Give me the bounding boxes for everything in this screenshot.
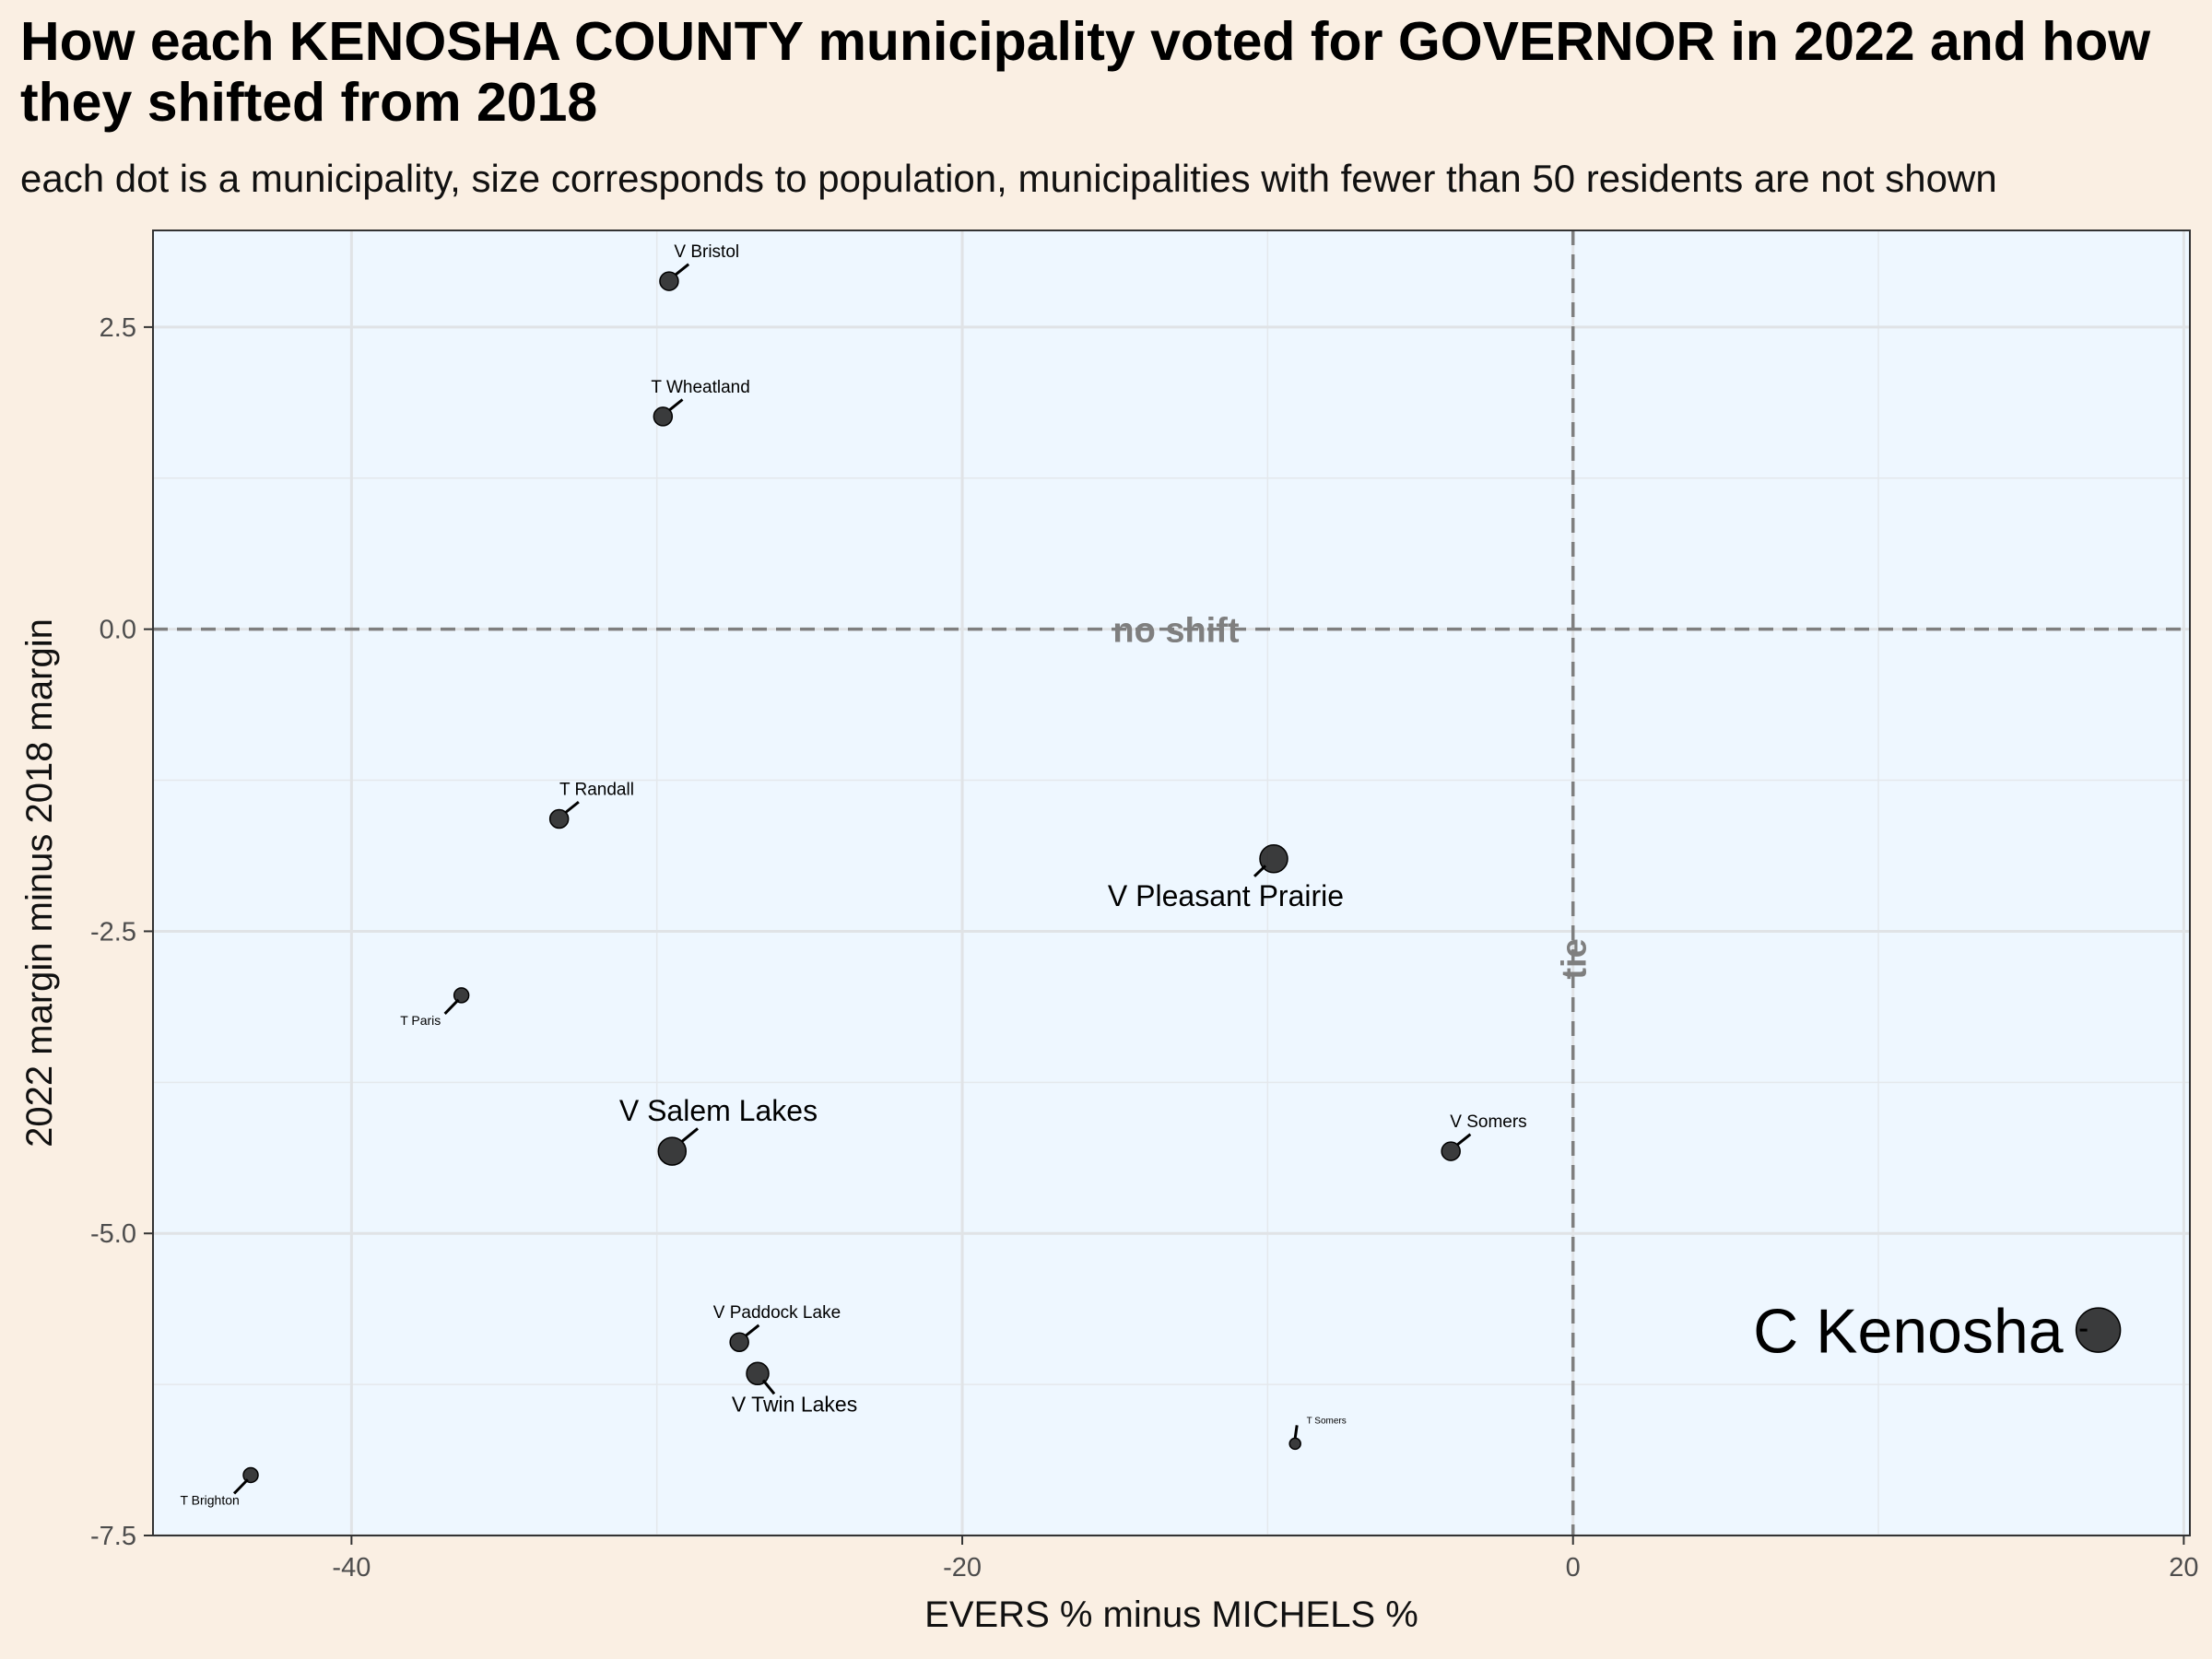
plot-border — [152, 229, 2191, 1536]
tie-label: tie — [1556, 938, 1594, 979]
point-label: V Somers — [1450, 1112, 1526, 1132]
y-tick-label: 2.5 — [100, 313, 136, 343]
x-tick-label: 20 — [2169, 1553, 2198, 1583]
point-label-leader — [443, 998, 460, 1015]
y-tick-label: -2.5 — [90, 917, 136, 947]
point-marker — [746, 1361, 770, 1386]
point-marker — [659, 271, 679, 291]
point-label: V Paddock Lake — [713, 1303, 841, 1323]
point-marker — [242, 1466, 259, 1484]
point-label: C Kenosha — [1753, 1297, 2064, 1367]
point-label-leader — [232, 1478, 249, 1495]
point-label-leader — [668, 398, 684, 412]
point-label-leader — [564, 800, 580, 814]
point-marker — [653, 406, 674, 427]
point-marker — [548, 808, 570, 830]
point-label-leader — [1293, 1425, 1299, 1439]
chart-subtitle: each dot is a municipality, size corresp… — [20, 157, 1997, 200]
point-label-leader — [1456, 1133, 1472, 1147]
data-points: V Bristol T Wheatland T Randall T Paris V Sa… — [180, 242, 2122, 1507]
point-label-leader — [680, 1127, 700, 1143]
point-label-leader — [761, 1379, 776, 1395]
axes: -40 -20 0 20 2.5 0.0 -2.5 -5.0 -7.5 — [90, 313, 2198, 1583]
point-marker — [1441, 1141, 1461, 1161]
point-label: T Paris — [400, 1013, 441, 1028]
point-marker — [2075, 1307, 2122, 1353]
x-tick-label: -40 — [332, 1553, 371, 1583]
point-marker — [1259, 844, 1288, 874]
point-label: T Randall — [559, 781, 634, 800]
point-label: V Bristol — [674, 242, 739, 262]
point-label: V Pleasant Prairie — [1108, 879, 1344, 912]
reference-lines: no shift tie — [153, 230, 2190, 1535]
plot-panel — [153, 230, 2190, 1535]
point-label-leader — [675, 263, 690, 276]
point-marker — [729, 1332, 749, 1352]
point-label-leader — [1253, 865, 1267, 877]
point-marker — [453, 987, 470, 1004]
point-label: V Twin Lakes — [732, 1392, 857, 1416]
point-label: T Somers — [1307, 1416, 1347, 1426]
chart-title: How each KENOSHA COUNTY municipality vot… — [20, 11, 2151, 133]
point-label: V Salem Lakes — [619, 1094, 818, 1127]
x-axis-title: EVERS % minus MICHELS % — [924, 1594, 1418, 1635]
y-tick-label: -7.5 — [90, 1522, 136, 1551]
y-tick-label: 0.0 — [100, 616, 136, 645]
point-marker — [1288, 1437, 1301, 1451]
point-label: T Wheatland — [651, 378, 749, 397]
point-label: T Brighton — [180, 1492, 239, 1507]
x-tick-label: 0 — [1566, 1553, 1581, 1583]
point-label-leader — [745, 1324, 760, 1337]
minor-gridlines — [153, 230, 2190, 1535]
x-tick-label: -20 — [943, 1553, 982, 1583]
no-shift-label: no shift — [1112, 612, 1240, 651]
point-marker — [657, 1136, 688, 1166]
y-axis-title: 2022 margin minus 2018 margin — [19, 618, 60, 1147]
y-tick-label: -5.0 — [90, 1219, 136, 1249]
